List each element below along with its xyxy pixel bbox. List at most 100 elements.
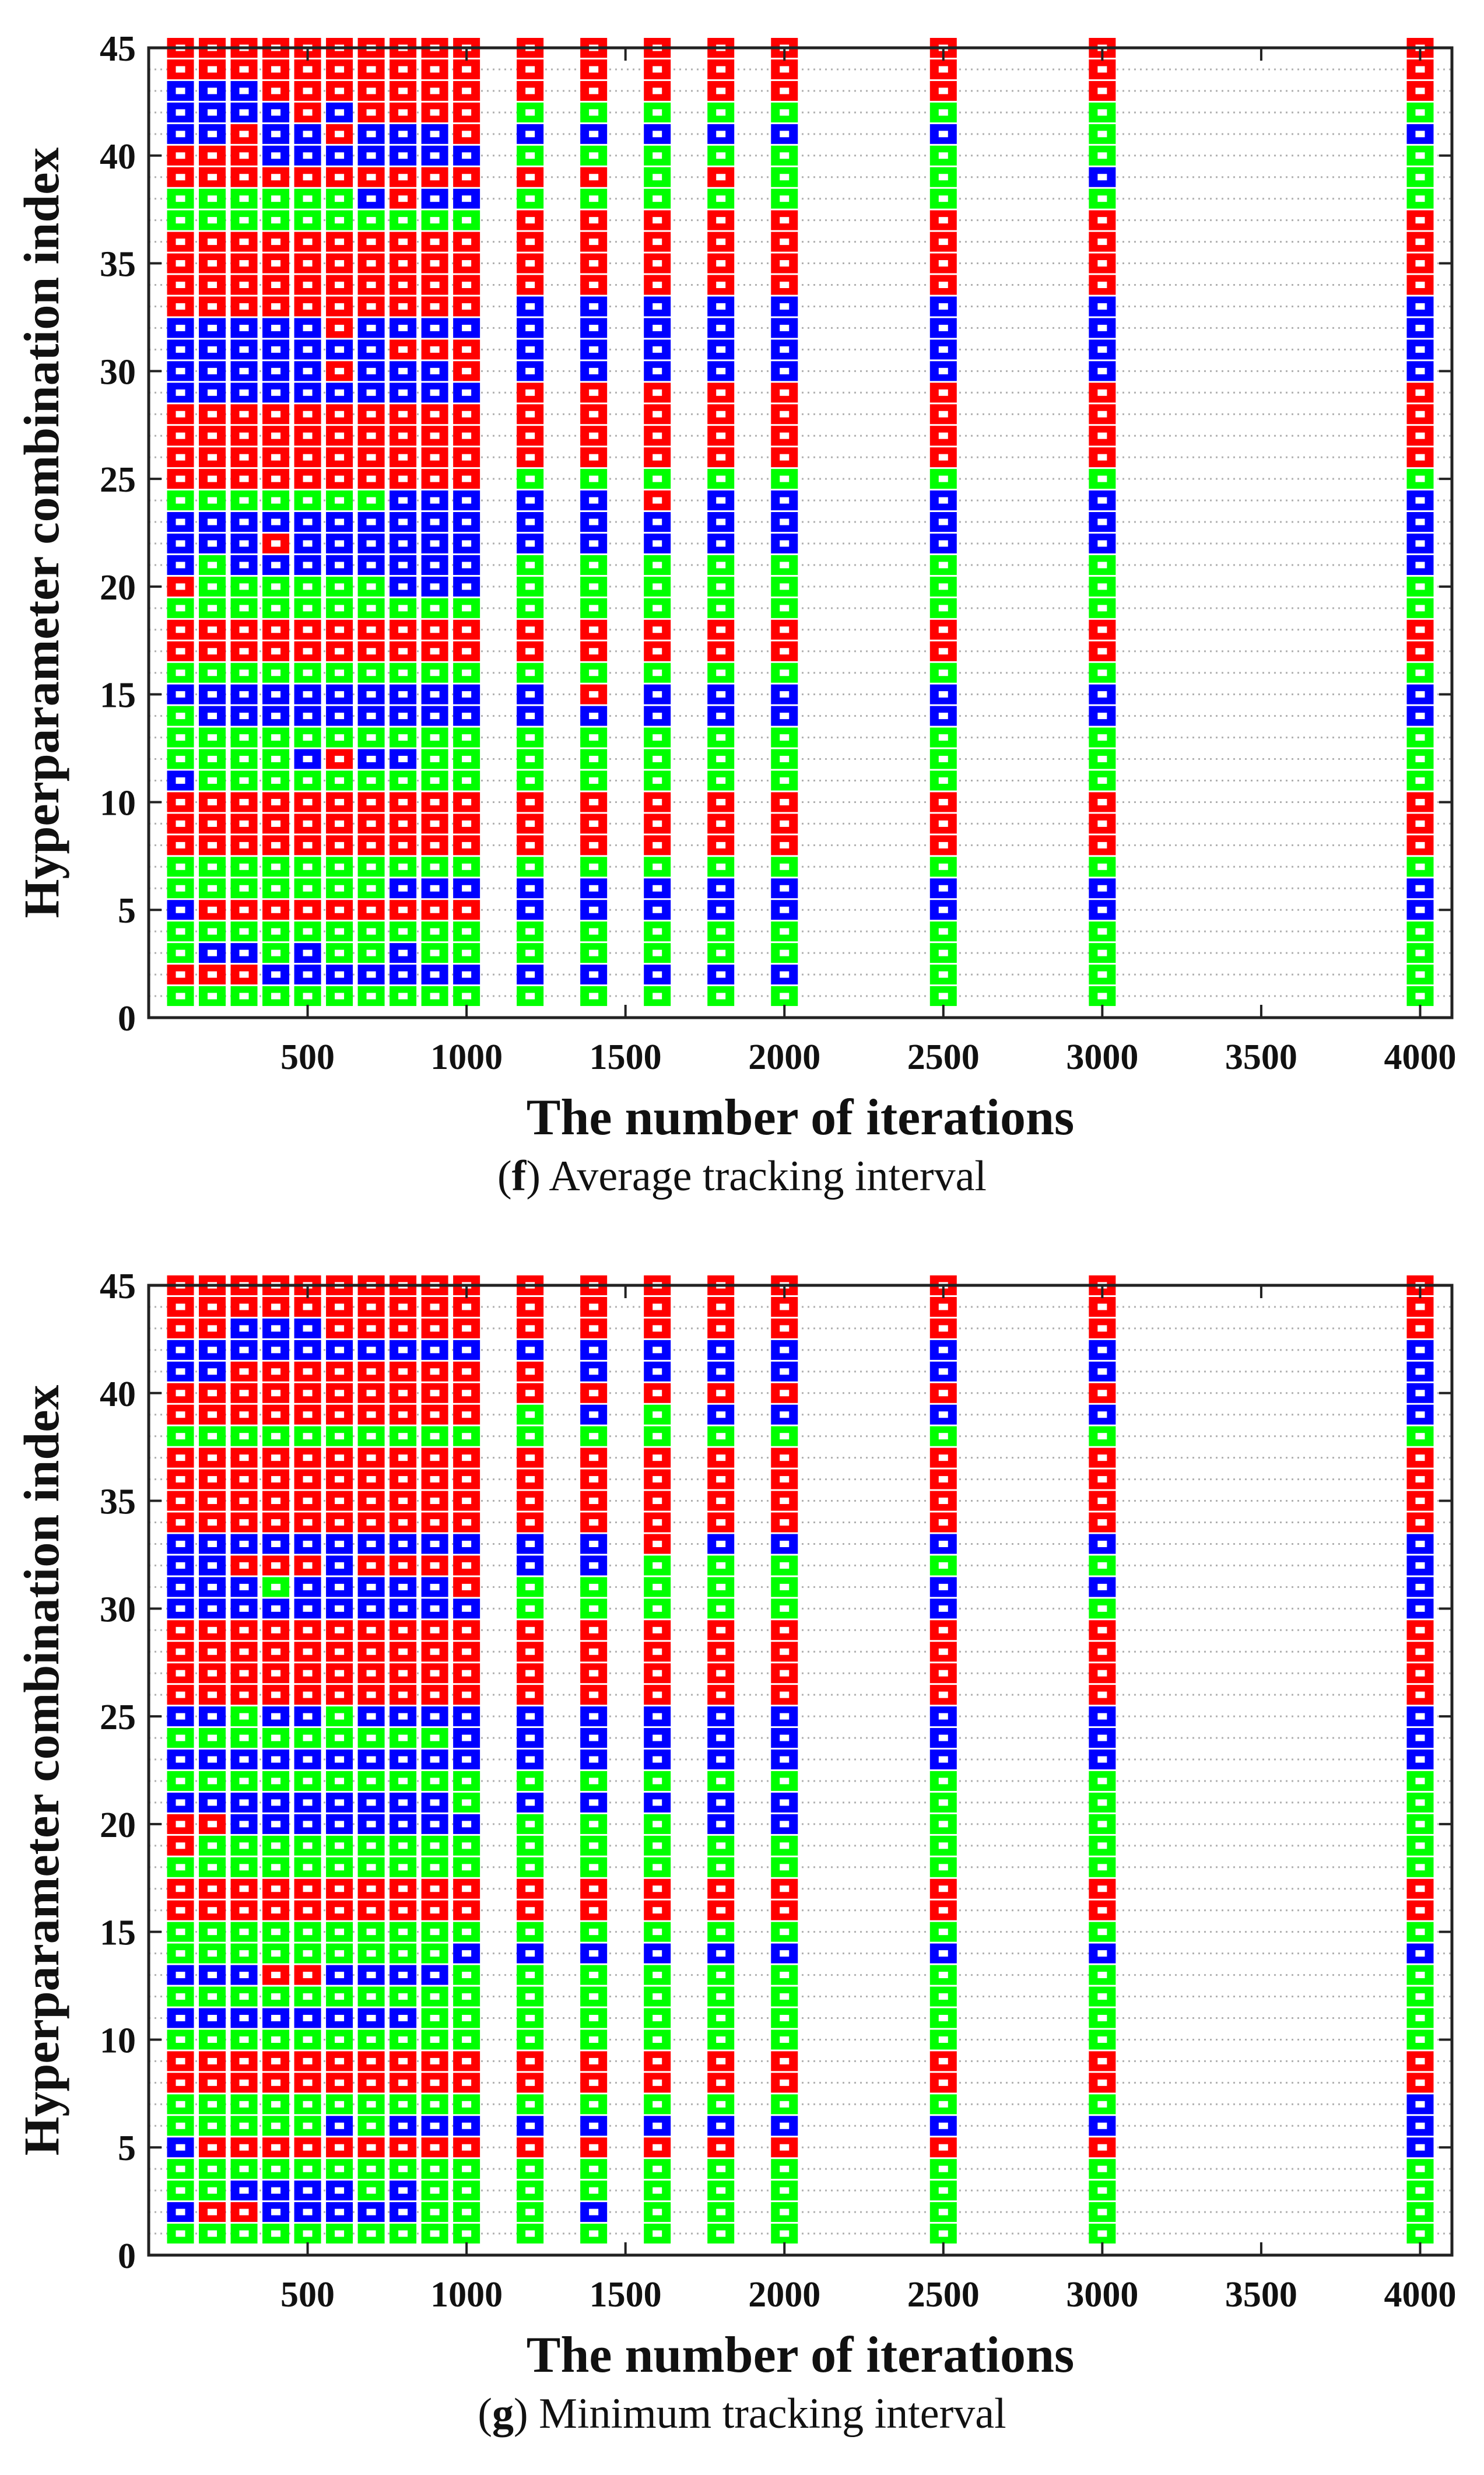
cell-center [525, 1821, 535, 1828]
cell-center [589, 367, 599, 374]
cell-center [303, 626, 313, 633]
cell-center [716, 1519, 726, 1526]
cell-center [1415, 820, 1425, 827]
cell-center [938, 454, 948, 461]
cell-center [303, 734, 313, 741]
cell-center [652, 1347, 662, 1354]
cell-center [462, 798, 472, 805]
cell-center [208, 260, 217, 267]
cell-center [398, 820, 408, 827]
cell-center [716, 174, 726, 181]
cell-center [398, 2208, 408, 2215]
cell-center [652, 605, 662, 612]
cell-center [716, 1303, 726, 1310]
cell-center [430, 87, 440, 94]
cell-center [239, 820, 249, 827]
cell-center [1415, 389, 1425, 396]
cell-center [938, 1842, 948, 1849]
cell-center [462, 842, 472, 849]
cell-center [652, 1778, 662, 1785]
cell-center [525, 303, 535, 310]
cell-center [430, 949, 440, 956]
y-tick-label: 15 [100, 676, 136, 716]
cell-center [1097, 756, 1107, 763]
cell-center [589, 1411, 599, 1418]
cell-center [239, 1390, 249, 1397]
cell-center [398, 2036, 408, 2043]
cell-center [716, 217, 726, 224]
cell-center [716, 820, 726, 827]
cell-center [652, 798, 662, 805]
cell-center [1097, 346, 1107, 353]
cell-center [1097, 605, 1107, 612]
cell-center [176, 282, 185, 289]
cell-center [335, 260, 345, 267]
cell-center [335, 1929, 345, 1936]
cell-center [1415, 324, 1425, 331]
cell-center [239, 324, 249, 331]
cell-center [1097, 87, 1107, 94]
cell-center [1097, 2079, 1107, 2086]
cell-center [271, 432, 281, 439]
cell-center [652, 2079, 662, 2086]
cell-center [1097, 475, 1107, 482]
cell-center [208, 109, 217, 116]
cell-center [462, 1303, 472, 1310]
cell-center [1415, 518, 1425, 525]
cell-center [366, 798, 376, 805]
cell-center [239, 1368, 249, 1375]
cell-center [780, 1885, 790, 1892]
cell-center [652, 2144, 662, 2151]
cell-center [462, 2079, 472, 2086]
cell-center [652, 1929, 662, 1936]
cell-center [398, 1626, 408, 1633]
cell-center [652, 367, 662, 374]
cell-center [716, 1799, 726, 1806]
cell-center [716, 1454, 726, 1461]
cell-center [398, 1929, 408, 1936]
cell-center [239, 993, 249, 1000]
cell-center [1097, 1972, 1107, 1979]
cell-center [398, 713, 408, 720]
cell-center [239, 2230, 249, 2237]
cell-center [462, 239, 472, 246]
cell-center [589, 324, 599, 331]
cell-center [303, 2165, 313, 2172]
cell-center [525, 605, 535, 612]
cell-center [303, 540, 313, 547]
cell-center [1415, 303, 1425, 310]
cell-center [589, 1993, 599, 2000]
cell-center [716, 432, 726, 439]
cell-center [303, 863, 313, 870]
y-tick-label: 30 [100, 352, 136, 392]
cell-center [398, 1734, 408, 1741]
cell-center [652, 324, 662, 331]
cell-center [208, 1713, 217, 1720]
cell-center [366, 217, 376, 224]
cell-center [430, 885, 440, 892]
cell-center [462, 993, 472, 1000]
cell-center [525, 1993, 535, 2000]
cell-center [303, 713, 313, 720]
cell-center [208, 2014, 217, 2021]
cell-center [430, 131, 440, 138]
cell-center [176, 949, 185, 956]
cell-center [652, 2014, 662, 2021]
cell-center [938, 1864, 948, 1871]
cell-center [716, 2208, 726, 2215]
cell-center [589, 66, 599, 73]
cell-center [652, 691, 662, 698]
cell-center [398, 2057, 408, 2064]
cell-center [271, 583, 281, 590]
cell-center [462, 1885, 472, 1892]
cell-center [462, 518, 472, 525]
cell-center [239, 1993, 249, 2000]
cell-center [462, 1648, 472, 1655]
cell-center [398, 1476, 408, 1483]
cell-center [208, 66, 217, 73]
cell-center [525, 1626, 535, 1633]
cell-center [208, 2187, 217, 2194]
cell-center [938, 1756, 948, 1763]
cell-center [780, 2230, 790, 2237]
cell-center [176, 669, 185, 676]
